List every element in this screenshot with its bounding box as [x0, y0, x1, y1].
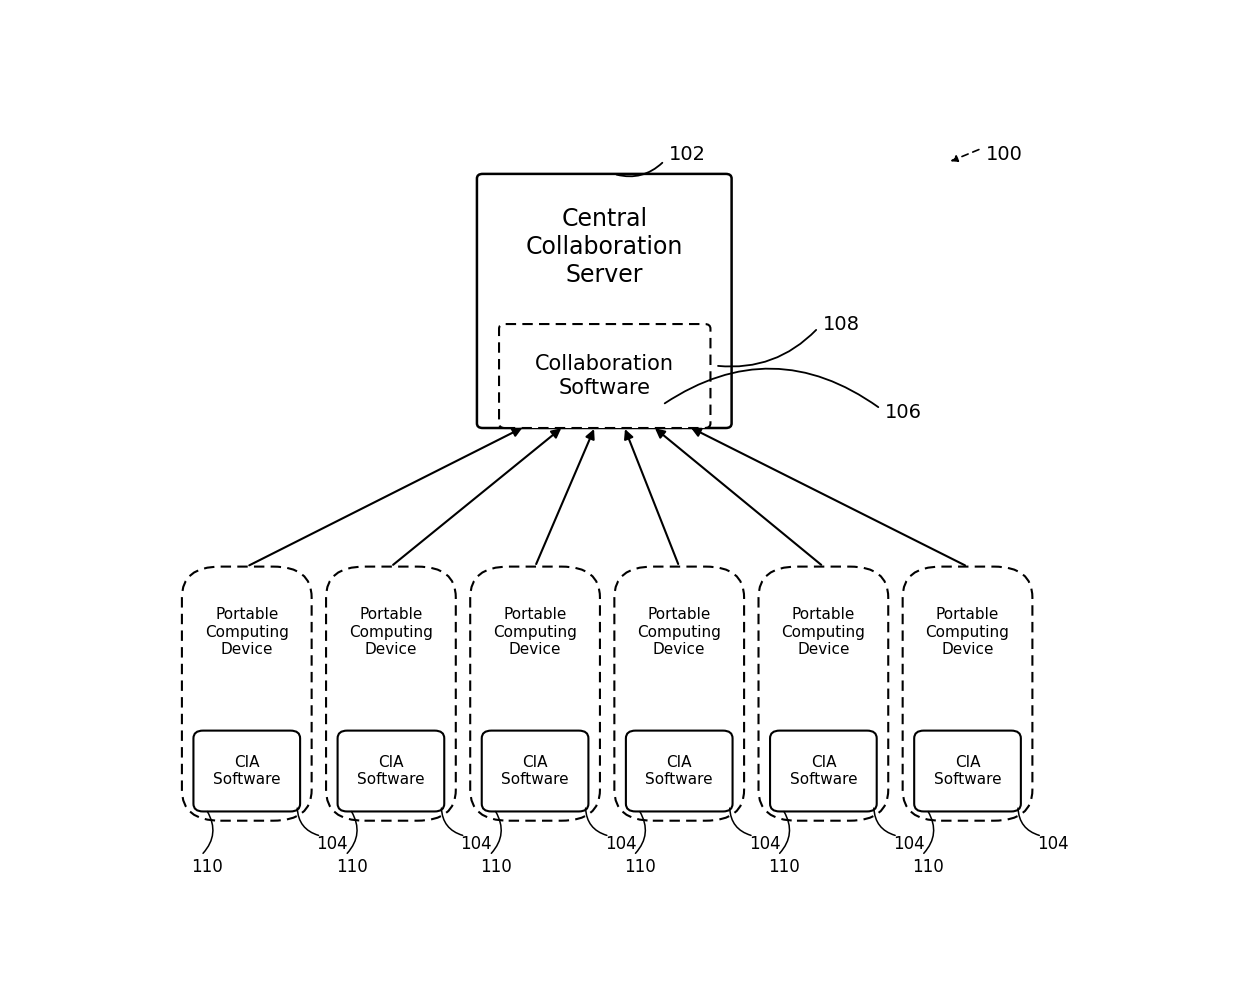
- FancyBboxPatch shape: [759, 567, 888, 821]
- Text: CIA
Software: CIA Software: [790, 755, 857, 787]
- Text: Portable
Computing
Device: Portable Computing Device: [781, 607, 866, 657]
- Text: 110: 110: [768, 858, 800, 876]
- FancyBboxPatch shape: [481, 731, 589, 811]
- Text: 104: 104: [893, 835, 925, 853]
- Text: 110: 110: [624, 858, 656, 876]
- Text: 104: 104: [460, 835, 492, 853]
- FancyBboxPatch shape: [326, 567, 456, 821]
- FancyBboxPatch shape: [770, 731, 877, 811]
- Text: 108: 108: [823, 315, 859, 334]
- Text: CIA
Software: CIA Software: [213, 755, 280, 787]
- FancyBboxPatch shape: [477, 174, 732, 428]
- Text: 102: 102: [670, 145, 706, 164]
- Text: 110: 110: [913, 858, 944, 876]
- FancyBboxPatch shape: [182, 567, 311, 821]
- FancyBboxPatch shape: [614, 567, 744, 821]
- Text: Collaboration
Software: Collaboration Software: [536, 354, 675, 398]
- FancyBboxPatch shape: [626, 731, 733, 811]
- FancyBboxPatch shape: [193, 731, 300, 811]
- Text: Portable
Computing
Device: Portable Computing Device: [348, 607, 433, 657]
- Text: CIA
Software: CIA Software: [357, 755, 425, 787]
- Text: Portable
Computing
Device: Portable Computing Device: [205, 607, 289, 657]
- Text: Central
Collaboration
Server: Central Collaboration Server: [526, 207, 683, 287]
- Text: 110: 110: [336, 858, 367, 876]
- Text: Portable
Computing
Device: Portable Computing Device: [925, 607, 1009, 657]
- Text: 110: 110: [480, 858, 512, 876]
- FancyBboxPatch shape: [914, 731, 1021, 811]
- Text: 104: 104: [1037, 835, 1069, 853]
- Text: Portable
Computing
Device: Portable Computing Device: [494, 607, 577, 657]
- Text: 104: 104: [605, 835, 636, 853]
- Text: 110: 110: [191, 858, 223, 876]
- Text: 104: 104: [316, 835, 348, 853]
- FancyBboxPatch shape: [337, 731, 444, 811]
- Text: CIA
Software: CIA Software: [501, 755, 569, 787]
- Text: 106: 106: [885, 403, 923, 422]
- Text: 104: 104: [749, 835, 780, 853]
- Text: CIA
Software: CIA Software: [934, 755, 1002, 787]
- Text: CIA
Software: CIA Software: [645, 755, 713, 787]
- FancyBboxPatch shape: [470, 567, 600, 821]
- FancyBboxPatch shape: [903, 567, 1033, 821]
- Text: Portable
Computing
Device: Portable Computing Device: [637, 607, 722, 657]
- Text: 100: 100: [986, 145, 1023, 164]
- FancyBboxPatch shape: [498, 324, 711, 428]
